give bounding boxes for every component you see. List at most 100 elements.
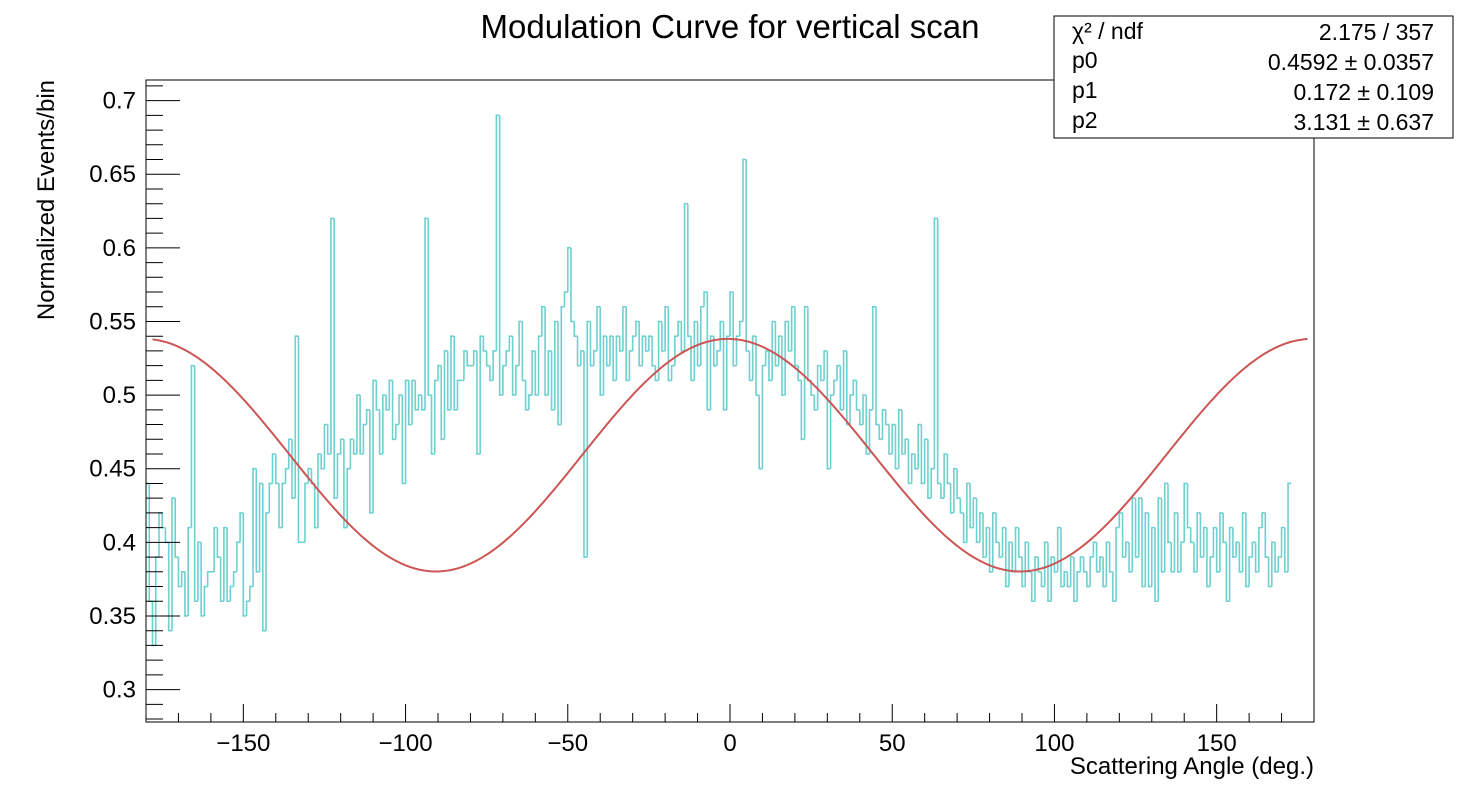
histogram-bin [505, 350, 510, 366]
stats-label-p0: p0 [1072, 47, 1098, 73]
x-tick-label: −50 [547, 730, 588, 757]
histogram-bin [1073, 557, 1078, 603]
histogram-bin [1183, 482, 1188, 543]
histogram-bin [1173, 512, 1178, 572]
x-tick-label: 100 [1034, 730, 1074, 757]
stats-value-p0: 0.4592 ± 0.0357 [1268, 49, 1434, 75]
histogram-bin [784, 320, 789, 396]
histogram-bin [800, 380, 805, 441]
histogram-bin [836, 364, 841, 381]
histogram-bin [1053, 557, 1058, 573]
histogram-bin [1189, 527, 1194, 544]
histogram-bin [807, 306, 812, 382]
histogram-bin [1099, 556, 1104, 572]
histogram-bin [813, 395, 818, 411]
histogram-bin [956, 468, 961, 499]
histogram-bin [236, 541, 241, 572]
histogram-bin [612, 336, 617, 382]
histogram-bin [193, 365, 198, 603]
histogram-bin [287, 438, 292, 469]
histogram-bin [1193, 542, 1198, 573]
histogram-bin [579, 350, 584, 366]
histogram-bin [1150, 526, 1156, 587]
histogram-bin [716, 350, 721, 366]
histogram-bin [203, 585, 208, 616]
histogram-bin [1241, 512, 1246, 572]
histogram-bin [1047, 542, 1052, 603]
histogram-bin [855, 380, 860, 411]
histogram-bin [751, 335, 756, 381]
histogram-bin [878, 424, 883, 441]
histogram-bin [1196, 512, 1201, 572]
histogram-bin [388, 379, 393, 410]
histogram-bin [1017, 527, 1022, 558]
histogram-bin [313, 483, 318, 529]
histogram-bin [1258, 526, 1263, 572]
histogram-bin [476, 350, 481, 455]
histogram-bin [177, 557, 182, 588]
histogram-bin [557, 321, 562, 426]
histogram-bin [943, 453, 948, 499]
stats-label-p2: p2 [1072, 107, 1098, 133]
histogram-bin [365, 409, 370, 425]
histogram-bin [1160, 498, 1165, 573]
histogram-bin [1232, 527, 1237, 558]
histogram-bin [725, 335, 730, 410]
histogram-bin [180, 571, 185, 587]
histogram-bin [1037, 557, 1042, 573]
histogram-bin [700, 305, 705, 366]
histogram-bin [605, 336, 610, 367]
y-tick-label: 0.5 [103, 382, 136, 409]
histogram-bin [953, 467, 958, 513]
histogram-bin [1280, 526, 1285, 558]
histogram-bin [200, 542, 205, 617]
histogram-bin [1267, 557, 1272, 588]
histogram-bin [534, 350, 539, 396]
histogram-bin [888, 424, 893, 455]
histogram-bin [1128, 542, 1133, 573]
histogram-bin [482, 336, 487, 352]
histogram-bin [742, 158, 747, 322]
histogram-bin [463, 350, 468, 381]
histogram-bin [566, 247, 572, 293]
histogram-bin [489, 365, 494, 382]
x-axis-label: Scattering Angle (deg.) [1070, 753, 1314, 780]
histogram-bin [927, 439, 932, 499]
stats-label-chi2: χ² / ndf [1072, 18, 1143, 44]
histogram-bin [995, 512, 1000, 544]
histogram-bin [281, 482, 286, 528]
stats-value-p1: 0.172 ± 0.109 [1293, 79, 1434, 105]
histogram-bin [923, 438, 928, 484]
histogram-bin [385, 395, 390, 411]
histogram-bin [1251, 541, 1256, 558]
histogram-bin [1186, 483, 1191, 529]
histogram-bin [414, 380, 419, 411]
histogram-bin [790, 305, 795, 351]
histogram-bin [868, 409, 873, 455]
histogram-bin [982, 512, 987, 558]
histogram-bin [852, 379, 857, 396]
histogram-bin [265, 512, 270, 631]
histogram-bin [674, 335, 679, 366]
histogram-bin [485, 350, 490, 367]
histogram-bin [628, 350, 633, 381]
histogram-bin [625, 306, 630, 382]
histogram-bin [362, 423, 367, 455]
histogram-bin [1235, 541, 1240, 558]
histogram-bin [635, 320, 640, 337]
histogram-bin [401, 395, 406, 485]
histogram-bin [609, 335, 614, 366]
histogram-bin [511, 336, 516, 396]
histogram-bin [479, 335, 484, 455]
histogram-bin [190, 364, 195, 528]
histogram-bin [1254, 542, 1259, 573]
histogram-bin [187, 526, 192, 616]
histogram-bin [992, 512, 997, 572]
histogram-bin [1215, 527, 1220, 573]
histogram-bin [910, 453, 915, 484]
histogram-bin [1238, 542, 1243, 573]
histogram-bin [966, 482, 971, 543]
histogram-bin [446, 350, 451, 411]
histogram-bin [875, 306, 880, 426]
